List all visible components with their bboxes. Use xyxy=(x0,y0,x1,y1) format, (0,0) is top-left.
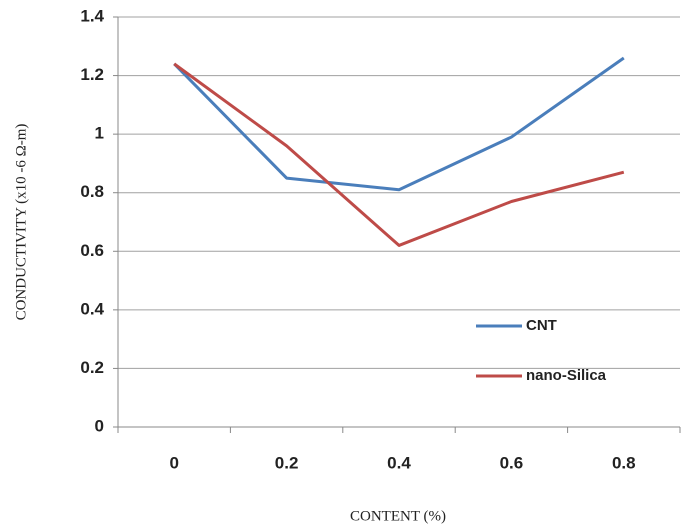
y-tick-label: 0.4 xyxy=(80,299,104,318)
x-axis-title: CONTENT (%) xyxy=(350,508,446,524)
y-axis-title: CONDUCTIVITY (x10 -6 Ω-m) xyxy=(13,124,29,321)
y-tick-label: 0.6 xyxy=(80,241,104,260)
y-tick-label: 1.2 xyxy=(80,65,104,84)
legend-label: CNT xyxy=(526,317,557,334)
x-tick-label: 0.2 xyxy=(275,453,299,472)
x-tick-label: 0.4 xyxy=(387,453,411,472)
line-series xyxy=(173,62,625,247)
y-tick-label: 0 xyxy=(95,416,104,435)
y-tick-label: 1.4 xyxy=(80,6,104,25)
y-tick-label: 0.2 xyxy=(80,358,104,377)
legend-label: nano-Silica xyxy=(526,367,607,384)
y-tick-label: 0.8 xyxy=(80,182,104,201)
line-series xyxy=(173,56,625,192)
x-tick-label: 0.8 xyxy=(612,453,636,472)
y-tick-label: 1 xyxy=(95,124,104,143)
x-tick-label: 0.6 xyxy=(500,453,524,472)
x-tick-label: 0 xyxy=(169,453,178,472)
